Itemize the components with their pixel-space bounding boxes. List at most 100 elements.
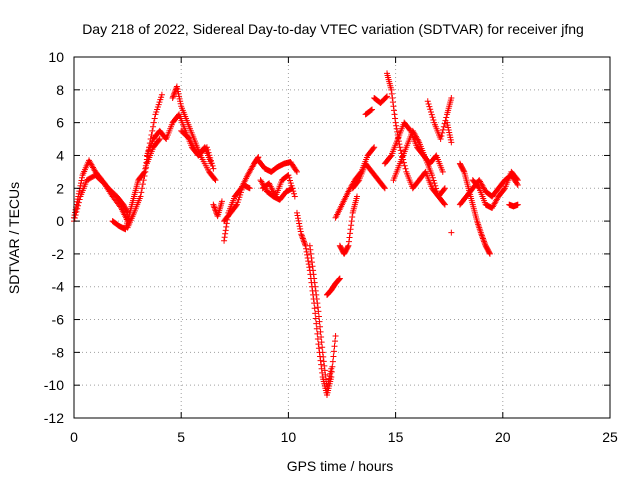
data-point-marker [293, 209, 300, 216]
data-point-marker [514, 176, 521, 183]
data-point-marker [141, 172, 148, 179]
data-point-marker [210, 201, 217, 208]
data-point-marker [305, 258, 312, 265]
x-tick-label: 10 [281, 429, 297, 445]
data-point-marker [210, 165, 217, 172]
data-point-marker [322, 371, 329, 378]
data-point-marker [295, 217, 302, 224]
data-point-marker [371, 144, 378, 151]
data-point-marker [313, 296, 320, 303]
data-point-marker [151, 115, 158, 122]
data-point-marker [390, 103, 397, 110]
data-point-marker [305, 261, 312, 268]
data-point-marker [307, 250, 314, 257]
data-point-marker [311, 305, 318, 312]
data-point-marker [396, 141, 403, 148]
data-point-marker [394, 128, 401, 135]
data-point-marker [310, 271, 317, 278]
data-point-marker [78, 177, 85, 184]
data-point-marker [329, 358, 336, 365]
data-points [71, 70, 521, 399]
data-point-marker [354, 193, 361, 200]
data-point-marker [437, 136, 444, 143]
data-point-marker [299, 235, 306, 242]
data-point-marker [460, 167, 467, 174]
data-point-marker [287, 177, 294, 184]
y-tick-label: 4 [56, 147, 64, 163]
x-tick-label: 0 [70, 429, 78, 445]
x-tick-label: 25 [602, 429, 618, 445]
data-point-marker [320, 353, 327, 360]
data-point-marker [321, 362, 328, 369]
data-point-marker [139, 181, 146, 188]
data-point-marker [124, 208, 131, 215]
data-point-marker [501, 186, 508, 193]
data-point-marker [77, 180, 84, 187]
axis-ticks: 0 5 10 15 20 25 -12 -10 -8 -6 -4 -2 0 2 4 6 8 10 [44, 49, 618, 445]
data-point-marker [222, 230, 229, 237]
data-point-marker [433, 188, 440, 195]
data-point-marker [209, 162, 216, 169]
data-point-marker [392, 115, 399, 122]
data-point-marker [345, 242, 352, 249]
data-point-marker [428, 111, 435, 118]
x-tick-label: 5 [177, 429, 185, 445]
data-point-marker [212, 177, 219, 184]
data-point-marker [415, 137, 422, 144]
data-point-marker [288, 182, 295, 189]
data-point-marker [384, 93, 391, 100]
data-point-marker [296, 220, 303, 227]
data-point-marker [429, 172, 436, 179]
data-point-marker [393, 125, 400, 132]
data-point-marker [185, 135, 192, 142]
data-point-marker [383, 94, 390, 101]
data-point-marker [293, 168, 300, 175]
data-point-marker [233, 202, 240, 209]
data-point-marker [76, 188, 83, 195]
data-point-marker [393, 122, 400, 129]
chart-title: Day 218 of 2022, Sidereal Day-to-day VTE… [82, 21, 584, 37]
data-point-marker [441, 201, 448, 208]
y-tick-label: 2 [56, 180, 64, 196]
data-point-marker [321, 367, 328, 374]
data-point-marker [221, 234, 228, 241]
y-tick-label: -4 [52, 279, 65, 295]
data-point-marker [314, 330, 321, 337]
data-point-marker [330, 348, 337, 355]
data-point-marker [406, 126, 413, 133]
data-point-marker [291, 190, 298, 197]
data-point-marker [211, 176, 218, 183]
data-point-marker [439, 168, 446, 175]
data-point-marker [336, 275, 343, 282]
data-point-marker [139, 185, 146, 192]
data-point-marker [300, 238, 307, 245]
x-tick-label: 15 [388, 429, 404, 445]
data-point-marker [170, 93, 177, 100]
data-point-marker [401, 162, 408, 169]
data-point-marker [150, 123, 157, 130]
data-point-marker [317, 328, 324, 335]
data-point-marker [330, 353, 337, 360]
data-point-marker [315, 341, 322, 348]
x-axis-label: GPS time / hours [287, 458, 394, 474]
data-point-marker [427, 108, 434, 115]
data-point-marker [347, 230, 354, 237]
data-point-marker [307, 246, 314, 253]
data-point-marker [318, 333, 325, 340]
data-point-marker [441, 186, 448, 193]
data-point-marker [347, 226, 354, 233]
data-point-marker [150, 119, 157, 126]
data-point-marker [433, 185, 440, 192]
data-point-marker [391, 111, 398, 118]
y-tick-label: -8 [52, 344, 65, 360]
data-point-marker [303, 248, 310, 255]
data-point-marker [317, 357, 324, 364]
data-point-marker [298, 232, 305, 239]
data-point-marker [170, 92, 177, 99]
data-point-marker [440, 123, 447, 130]
data-point-marker [302, 241, 309, 248]
data-point-marker [205, 149, 212, 156]
data-point-marker [478, 231, 485, 238]
data-point-marker [318, 361, 325, 368]
